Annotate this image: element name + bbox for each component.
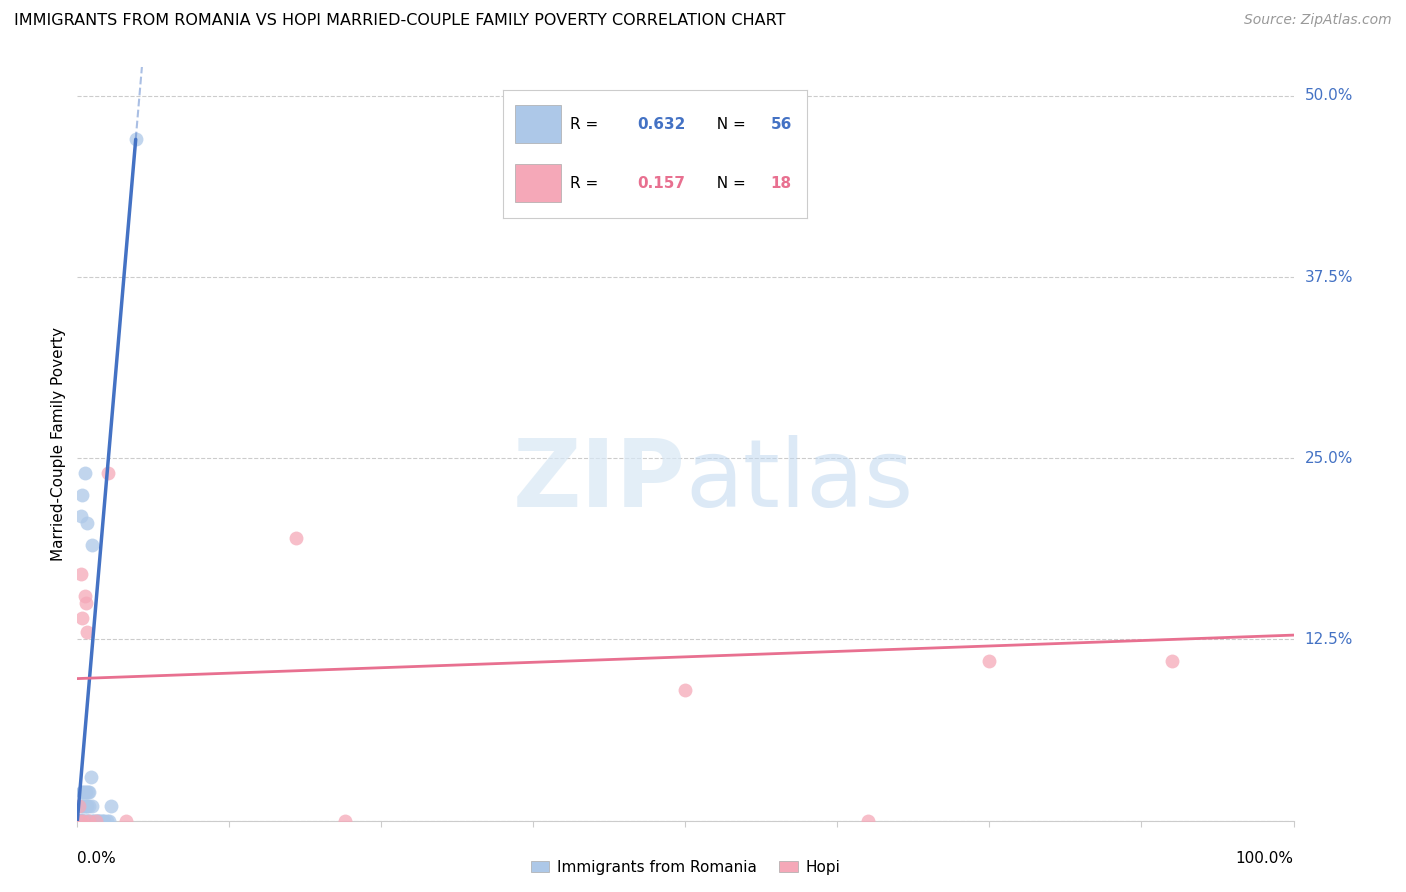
Point <box>97 466 120 480</box>
Text: IMMIGRANTS FROM ROMANIA VS HOPI MARRIED-COUPLE FAMILY POVERTY CORRELATION CHART: IMMIGRANTS FROM ROMANIA VS HOPI MARRIED-… <box>14 13 786 29</box>
Text: 0.0%: 0.0% <box>77 851 117 866</box>
Point <box>66 814 89 828</box>
Point <box>87 814 110 828</box>
Point <box>73 799 96 814</box>
Point <box>72 814 94 828</box>
Text: 25.0%: 25.0% <box>1305 450 1353 466</box>
Point <box>67 814 90 828</box>
Point <box>79 799 101 814</box>
Point <box>70 509 93 524</box>
Point <box>89 814 111 828</box>
Point <box>70 799 93 814</box>
Point <box>97 814 120 828</box>
Point <box>67 799 90 814</box>
Point <box>93 814 115 828</box>
Point <box>73 785 96 799</box>
Point <box>80 538 103 552</box>
Point <box>70 814 93 828</box>
Point <box>73 814 96 828</box>
Point <box>125 132 148 146</box>
Point <box>76 516 98 531</box>
Point <box>80 814 103 828</box>
Point <box>69 814 91 828</box>
Point <box>91 814 114 828</box>
Text: atlas: atlas <box>686 435 914 527</box>
Point <box>856 814 879 828</box>
Point <box>69 814 91 828</box>
Text: 100.0%: 100.0% <box>1236 851 1294 866</box>
Point <box>72 814 94 828</box>
Text: 12.5%: 12.5% <box>1305 632 1353 647</box>
Point <box>115 814 138 828</box>
Point <box>70 611 93 625</box>
Point <box>76 814 98 828</box>
Legend: Immigrants from Romania, Hopi: Immigrants from Romania, Hopi <box>524 854 846 880</box>
Point <box>77 785 100 799</box>
Point <box>69 814 91 828</box>
Point <box>73 589 96 603</box>
Text: 37.5%: 37.5% <box>1305 269 1353 285</box>
Point <box>80 799 103 814</box>
Point <box>70 487 93 501</box>
Point <box>77 814 100 828</box>
Point <box>70 814 93 828</box>
Point <box>70 799 93 814</box>
Point <box>72 814 94 828</box>
Y-axis label: Married-Couple Family Poverty: Married-Couple Family Poverty <box>51 326 66 561</box>
Point <box>72 814 94 828</box>
Point <box>69 814 91 828</box>
Point <box>82 814 104 828</box>
Point <box>100 799 122 814</box>
Point <box>67 814 90 828</box>
Point <box>675 683 697 698</box>
Point <box>75 799 97 814</box>
Point <box>80 770 103 784</box>
Point <box>69 814 91 828</box>
Point <box>70 814 93 828</box>
Point <box>75 596 97 610</box>
Point <box>333 814 356 828</box>
Text: 50.0%: 50.0% <box>1305 88 1353 103</box>
Point <box>75 785 97 799</box>
Point <box>979 654 1001 668</box>
Text: Source: ZipAtlas.com: Source: ZipAtlas.com <box>1244 13 1392 28</box>
Point <box>79 785 101 799</box>
Point <box>70 567 93 582</box>
Point <box>72 785 94 799</box>
Text: ZIP: ZIP <box>513 435 686 527</box>
Point <box>83 814 105 828</box>
Point <box>84 814 107 828</box>
Point <box>79 814 101 828</box>
Point <box>90 814 112 828</box>
Point <box>96 814 118 828</box>
Point <box>75 814 97 828</box>
Point <box>79 814 101 828</box>
Point <box>70 785 93 799</box>
Point <box>285 531 308 545</box>
Point <box>1161 654 1184 668</box>
Point <box>73 466 96 480</box>
Point <box>76 625 98 640</box>
Point <box>70 814 93 828</box>
Point <box>86 814 108 828</box>
Point <box>76 799 98 814</box>
Point <box>72 799 94 814</box>
Point <box>89 814 111 828</box>
Point <box>67 814 90 828</box>
Point <box>84 814 107 828</box>
Point <box>70 814 93 828</box>
